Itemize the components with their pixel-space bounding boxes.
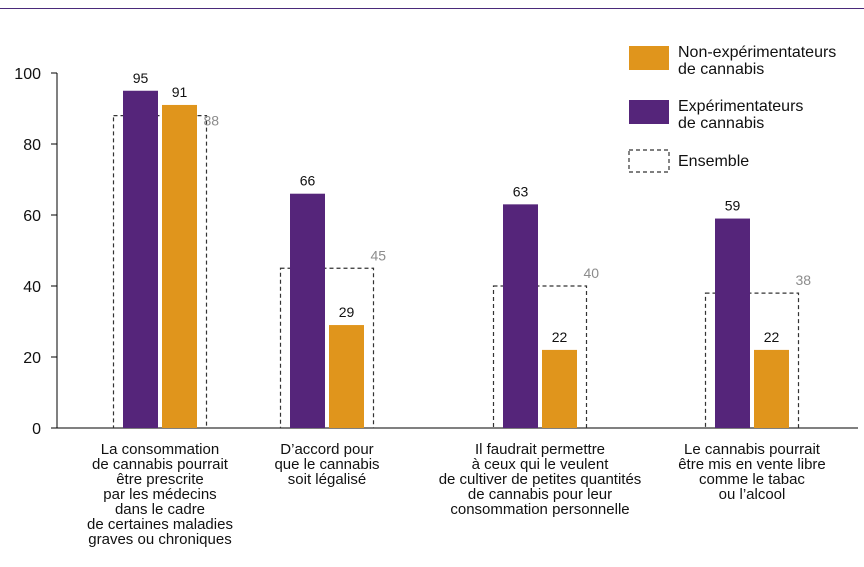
category-label-line: graves ou chroniques [88,531,231,548]
category-label-line: soit légalisé [288,471,366,488]
y-tick-label: 0 [32,421,41,438]
legend-swatch-ensemble [628,149,670,173]
bar-non-experimenters [754,349,789,428]
category-label-line: de cultiver de petites quantités [439,471,642,488]
data-label-non-experimenters: 91 [172,84,188,100]
category-label: Il faudrait permettre à ceux qui le veule… [439,441,642,518]
category-label-line: de certaines maladies [87,516,233,533]
y-tick-label: 20 [23,350,41,367]
bar-experimenters [503,204,538,428]
category-label-line: D’accord pour [280,441,373,458]
data-label-experimenters: 63 [513,183,529,199]
category-label-line: à ceux qui le veulent [472,456,610,473]
category-label-line: dans le cadre [115,501,205,518]
legend-label: Ensemble [678,153,749,170]
category-label-line: La consommation [101,441,219,458]
category-label-line: Le cannabis pourrait [684,441,821,458]
bar-ensemble [492,285,588,429]
category-label-line: par les médecins [103,486,216,503]
category-label-line: Il faudrait permettre [475,441,605,458]
bar-non-experimenters [162,104,197,428]
bar-non-experimenters [542,349,577,428]
bar-ensemble [112,114,208,429]
data-label-ensemble: 38 [796,272,812,288]
y-tick-label: 80 [23,137,41,154]
bar-ensemble [704,292,800,429]
bar-experimenters [290,193,325,428]
bar-non-experimenters [329,325,364,428]
category-label-line: ou l’alcool [719,486,786,503]
legend-swatch-non-experimenters [629,46,669,70]
category-label-line: de cannabis pour leur [468,486,612,503]
data-label-non-experimenters: 22 [552,329,568,345]
y-tick-label: 60 [23,208,41,225]
y-tick-label: 40 [23,279,41,296]
category-label-line: de cannabis pourrait [92,456,229,473]
data-label-ensemble: 45 [371,247,387,263]
top-rule [0,8,864,9]
y-tick-label: 100 [14,66,41,83]
legend-label-line: de cannabis [678,61,764,78]
category-label-line: comme le tabac [699,471,805,488]
data-label-experimenters: 66 [300,173,316,189]
legend-label-line: de cannabis [678,115,764,132]
bar-experimenters [123,90,158,428]
category-label: Le cannabis pourrait être mis en vente li… [678,441,826,503]
category-label-line: consommation personnelle [450,501,629,518]
bar-experimenters [715,218,750,428]
legend-label: Expérimentateurs de cannabis [678,98,803,132]
legend-label-line: Non-expérimentateurs [678,44,836,61]
category-label-line: être mis en vente libre [678,456,826,473]
category-label: D’accord pour que le cannabis soit légalis… [274,441,379,488]
data-label-ensemble: 88 [204,113,220,129]
data-label-non-experimenters: 29 [339,304,355,320]
legend-swatch-experimenters [629,100,669,124]
data-label-experimenters: 95 [133,70,149,86]
legend-label-line: Expérimentateurs [678,98,803,115]
data-label-non-experimenters: 22 [764,329,780,345]
data-label-ensemble: 40 [584,265,600,281]
data-label-experimenters: 59 [725,198,741,214]
category-label: La consommation de cannabis pourrait être … [87,441,233,548]
category-label-line: être prescrite [116,471,204,488]
category-label-line: que le cannabis [274,456,379,473]
legend-label: Non-expérimentateurs de cannabis [678,44,836,78]
